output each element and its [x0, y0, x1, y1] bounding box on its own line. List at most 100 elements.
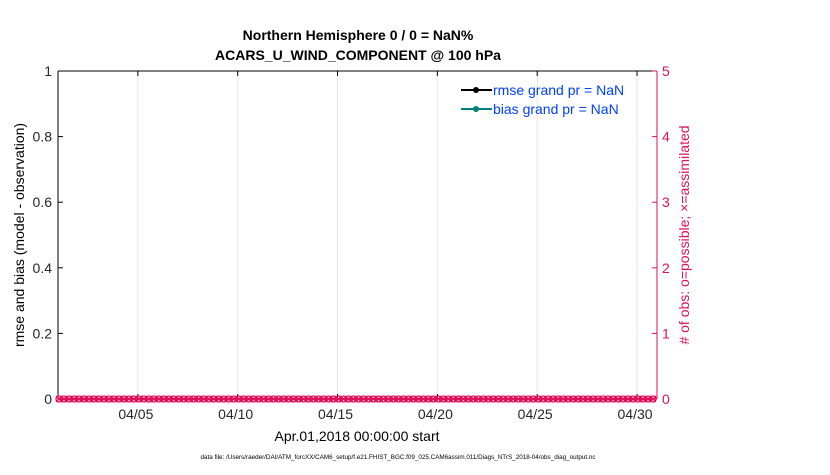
obs-possible-marker: [474, 395, 482, 403]
obs-possible-marker: [260, 395, 268, 403]
obs-possible-marker: [504, 395, 512, 403]
obs-possible-marker: [210, 395, 218, 403]
obs-possible-marker: [429, 395, 438, 403]
obs-possible-marker: [634, 395, 642, 403]
obs-possible-marker: [85, 395, 93, 403]
obs-possible-marker: [509, 395, 517, 403]
obs-possible-marker: [329, 395, 338, 403]
right-y-tick-label: 5: [662, 63, 670, 79]
legend-rmse-label: rmse grand pr = NaN: [493, 82, 624, 98]
obs-possible-marker: [459, 395, 467, 403]
obs-possible-marker: [314, 395, 323, 403]
obs-possible-marker: [324, 395, 333, 403]
obs-possible-marker: [55, 395, 63, 403]
obs-possible-marker: [80, 395, 88, 403]
obs-possible-marker: [309, 395, 318, 403]
obs-possible-marker: [135, 395, 143, 403]
y-axis-label-left: rmse and bias (model - observation): [11, 123, 27, 347]
obs-possible-marker: [130, 395, 138, 403]
obs-possible-marker: [494, 395, 502, 403]
left-y-ticks: 0 0.2 0.4 0.6 0.8 1: [33, 63, 63, 407]
obs-possible-marker: [519, 395, 527, 403]
obs-possible-marker: [354, 395, 363, 403]
obs-assimilated-marker: [649, 395, 657, 403]
obs-markers: [55, 395, 657, 403]
obs-possible-marker: [469, 395, 477, 403]
obs-possible-marker: [334, 395, 343, 403]
left-y-tick-label: 0.2: [33, 325, 53, 341]
footnote: data file: /Users/raeder/DAI/ATM_forcXX/…: [200, 454, 595, 461]
obs-possible-marker: [215, 395, 223, 403]
left-y-tick-label: 0: [44, 391, 52, 407]
obs-possible-marker: [449, 395, 457, 403]
obs-possible-marker: [649, 395, 657, 403]
right-y-tick-label: 0: [662, 391, 670, 407]
obs-possible-marker: [245, 395, 253, 403]
obs-possible-marker: [230, 395, 238, 403]
obs-possible-marker: [145, 395, 153, 403]
obs-possible-marker: [564, 395, 572, 403]
right-y-tick-label: 2: [662, 260, 670, 276]
obs-possible-marker: [150, 395, 158, 403]
obs-possible-marker: [639, 395, 647, 403]
x-axis-label: Apr.01,2018 00:00:00 start: [274, 428, 439, 444]
legend-bias-marker: [473, 106, 479, 112]
obs-possible-marker: [190, 395, 198, 403]
obs-possible-marker: [75, 395, 83, 403]
obs-possible-marker: [299, 395, 308, 403]
right-y-tick-label: 4: [662, 129, 670, 145]
obs-possible-marker: [439, 395, 448, 403]
obs-possible-marker: [279, 395, 288, 403]
obs-possible-marker: [195, 395, 203, 403]
left-y-tick-label: 0.8: [33, 129, 53, 145]
obs-possible-marker: [419, 395, 428, 403]
x-ticks: 04/05 04/10 04/15 04/20 04/25 04/30: [118, 71, 653, 422]
obs-possible-marker: [544, 395, 552, 403]
right-y-tick-label: 1: [662, 325, 670, 341]
obs-possible-marker: [444, 395, 452, 403]
x-tick-label: 04/05: [118, 406, 153, 422]
obs-possible-marker: [274, 395, 283, 403]
obs-possible-marker: [554, 395, 562, 403]
left-y-tick-label: 0.6: [33, 194, 53, 210]
grid: [137, 71, 638, 399]
obs-possible-marker: [255, 395, 263, 403]
obs-possible-marker: [170, 395, 178, 403]
x-tick-label: 04/30: [618, 406, 653, 422]
legend-rmse-marker: [473, 87, 479, 93]
obs-possible-marker: [220, 395, 228, 403]
obs-possible-marker: [414, 395, 423, 403]
left-y-tick-label: 1: [44, 63, 52, 79]
obs-possible-marker: [319, 395, 328, 403]
left-y-tick-label: 0.4: [33, 260, 53, 276]
obs-possible-marker: [374, 395, 383, 403]
right-y-tick-label: 3: [662, 194, 670, 210]
obs-possible-marker: [524, 395, 532, 403]
obs-possible-marker: [100, 395, 108, 403]
obs-possible-marker: [349, 395, 358, 403]
obs-possible-marker: [235, 395, 243, 403]
obs-possible-marker: [629, 395, 637, 403]
obs-possible-marker: [529, 395, 537, 403]
chart-title-line2: ACARS_U_WIND_COMPONENT @ 100 hPa: [215, 47, 501, 63]
obs-possible-marker: [424, 395, 433, 403]
obs-possible-marker: [200, 395, 208, 403]
obs-possible-marker: [60, 395, 68, 403]
obs-possible-marker: [614, 395, 622, 403]
obs-possible-marker: [384, 395, 393, 403]
legend: rmse grand pr = NaN bias grand pr = NaN: [461, 82, 624, 117]
obs-possible-marker: [589, 395, 597, 403]
obs-possible-marker: [160, 395, 168, 403]
obs-possible-marker: [180, 395, 188, 403]
x-tick-label: 04/20: [418, 406, 453, 422]
obs-possible-marker: [289, 395, 298, 403]
obs-possible-marker: [499, 395, 507, 403]
obs-possible-marker: [294, 395, 303, 403]
obs-possible-marker: [644, 395, 652, 403]
obs-possible-marker: [70, 395, 78, 403]
obs-possible-marker: [205, 395, 213, 403]
obs-possible-marker: [479, 395, 487, 403]
obs-possible-marker: [404, 395, 413, 403]
obs-possible-marker: [95, 395, 103, 403]
obs-possible-marker: [574, 395, 582, 403]
